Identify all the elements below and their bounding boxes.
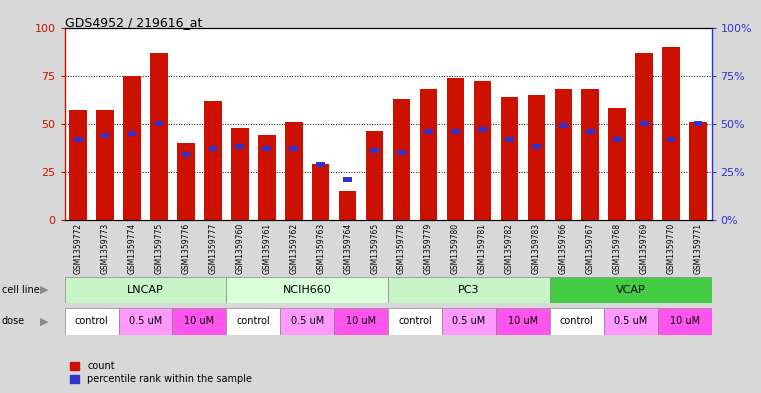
Bar [231,128,249,220]
Bar [478,127,487,132]
Bar [496,308,550,335]
Bar [263,147,271,151]
Text: LNCAP: LNCAP [127,285,164,295]
Bar [667,137,676,141]
Bar [235,145,244,149]
Bar [559,123,568,128]
Bar [451,129,460,134]
Bar [204,101,221,220]
Bar [97,110,114,220]
Text: 0.5 uM: 0.5 uM [129,316,162,327]
Bar [128,131,136,136]
Bar [501,97,518,220]
Bar [397,150,406,155]
Text: cell line: cell line [2,285,40,295]
Bar [420,89,438,220]
Text: control: control [398,316,432,327]
Bar [209,147,218,151]
Text: GDS4952 / 219616_at: GDS4952 / 219616_at [65,16,202,29]
Bar [603,308,658,335]
Text: ▶: ▶ [40,316,48,327]
Bar [505,137,514,141]
Text: control: control [75,316,109,327]
Bar [69,110,87,220]
Bar [123,75,141,220]
Bar [424,129,433,134]
Bar [334,308,388,335]
Bar [555,89,572,220]
Text: 10 uM: 10 uM [508,316,538,327]
Legend: count, percentile rank within the sample: count, percentile rank within the sample [69,361,252,384]
Bar [227,277,388,303]
Bar [289,147,298,151]
Text: 0.5 uM: 0.5 uM [452,316,486,327]
Bar [532,145,541,149]
Bar [173,308,227,335]
Bar [150,53,167,220]
Bar [371,148,379,153]
Bar [65,277,227,303]
Bar [182,152,190,157]
Bar [366,132,384,220]
Bar [442,308,496,335]
Bar [312,164,330,220]
Bar [635,53,653,220]
Bar [100,133,110,138]
Bar [388,308,442,335]
Bar [550,308,603,335]
Bar [339,191,356,220]
Bar [74,137,82,141]
Bar [227,308,280,335]
Text: 10 uM: 10 uM [184,316,215,327]
Bar [662,47,680,220]
Bar [154,121,164,126]
Bar [388,277,550,303]
Text: control: control [560,316,594,327]
Text: ▶: ▶ [40,285,48,295]
Bar [694,121,702,126]
Bar [640,121,648,126]
Text: 10 uM: 10 uM [670,316,699,327]
Bar [119,308,173,335]
Text: VCAP: VCAP [616,285,645,295]
Bar [586,129,594,134]
Text: 0.5 uM: 0.5 uM [614,316,648,327]
Bar [258,135,275,220]
Text: control: control [237,316,270,327]
Bar [689,122,707,220]
Bar [317,162,325,167]
Bar [447,77,464,220]
Bar [527,95,545,220]
Bar [613,137,622,141]
Text: dose: dose [2,316,24,327]
Bar [177,143,195,220]
Bar [609,108,626,220]
Text: 10 uM: 10 uM [346,316,376,327]
Bar [550,277,712,303]
Bar [393,99,410,220]
Bar [65,308,119,335]
Text: PC3: PC3 [458,285,479,295]
Text: 0.5 uM: 0.5 uM [291,316,324,327]
Text: NCIH660: NCIH660 [283,285,332,295]
Bar [658,308,712,335]
Bar [285,122,303,220]
Bar [343,177,352,182]
Bar [581,89,599,220]
Bar [473,81,491,220]
Bar [280,308,334,335]
